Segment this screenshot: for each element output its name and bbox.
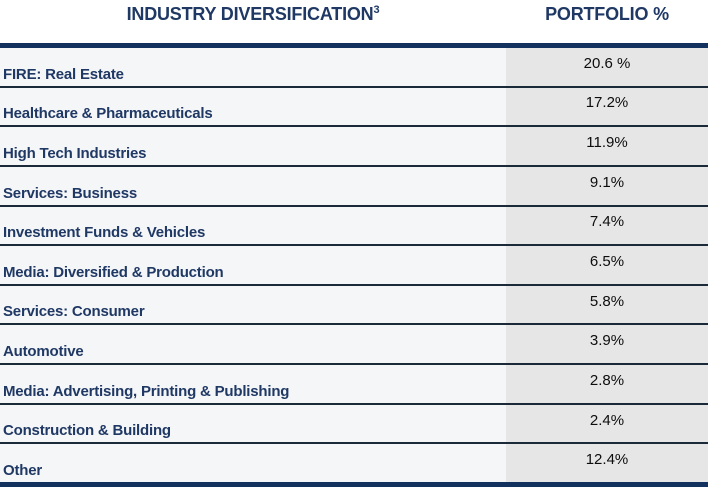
industry-name: Construction & Building bbox=[0, 404, 506, 443]
table-row: High Tech Industries 11.9% bbox=[0, 127, 708, 167]
industry-name: High Tech Industries bbox=[0, 127, 506, 165]
table-row: Construction & Building 2.4% bbox=[0, 404, 708, 445]
industry-name: Services: Business bbox=[0, 166, 506, 205]
industry-name: Healthcare & Pharmaceuticals bbox=[0, 87, 506, 126]
portfolio-percent: 2.4% bbox=[506, 404, 708, 443]
portfolio-percent: 9.1% bbox=[506, 166, 708, 205]
industry-header-label: INDUSTRY DIVERSIFICATION bbox=[126, 4, 374, 24]
industry-name: Media: Diversified & Production bbox=[0, 246, 506, 284]
table-row: Media: Diversified & Production 6.5% bbox=[0, 246, 708, 286]
portfolio-percent: 20.6 % bbox=[506, 48, 708, 86]
industry-name: Media: Advertising, Printing & Publishin… bbox=[0, 365, 506, 403]
table-row: Automotive 3.9% bbox=[0, 325, 708, 366]
portfolio-percent: 2.8% bbox=[506, 365, 708, 403]
industry-name: Automotive bbox=[0, 325, 506, 364]
table-row: FIRE: Real Estate 20.6 % bbox=[0, 48, 708, 88]
top-divider-bar bbox=[0, 43, 708, 48]
portfolio-percent: 17.2% bbox=[506, 87, 708, 126]
portfolio-percent: 5.8% bbox=[506, 285, 708, 324]
industry-name: FIRE: Real Estate bbox=[0, 48, 506, 86]
table-row: Services: Business 9.1% bbox=[0, 166, 708, 207]
portfolio-percent: 12.4% bbox=[506, 444, 708, 483]
footnote-superscript: 3 bbox=[373, 4, 380, 16]
table-row: Services: Consumer 5.8% bbox=[0, 285, 708, 326]
table-row: Media: Advertising, Printing & Publishin… bbox=[0, 365, 708, 405]
portfolio-percent: 11.9% bbox=[506, 127, 708, 165]
industry-column-header: INDUSTRY DIVERSIFICATION3 bbox=[0, 3, 506, 43]
table-body: FIRE: Real Estate 20.6 % Healthcare & Ph… bbox=[0, 48, 708, 483]
table-row: Healthcare & Pharmaceuticals 17.2% bbox=[0, 87, 708, 128]
portfolio-percent: 3.9% bbox=[506, 325, 708, 364]
industry-name: Services: Consumer bbox=[0, 285, 506, 324]
portfolio-percent: 7.4% bbox=[506, 206, 708, 245]
bottom-divider-bar bbox=[0, 482, 708, 487]
portfolio-column-header: PORTFOLIO % bbox=[545, 4, 669, 24]
industry-name: Other bbox=[0, 444, 506, 483]
table-row: Investment Funds & Vehicles 7.4% bbox=[0, 206, 708, 247]
portfolio-percent: 6.5% bbox=[506, 246, 708, 284]
table-header: INDUSTRY DIVERSIFICATION3 PORTFOLIO % bbox=[0, 0, 708, 43]
table-row: Other 12.4% bbox=[0, 444, 708, 483]
industry-name: Investment Funds & Vehicles bbox=[0, 206, 506, 245]
